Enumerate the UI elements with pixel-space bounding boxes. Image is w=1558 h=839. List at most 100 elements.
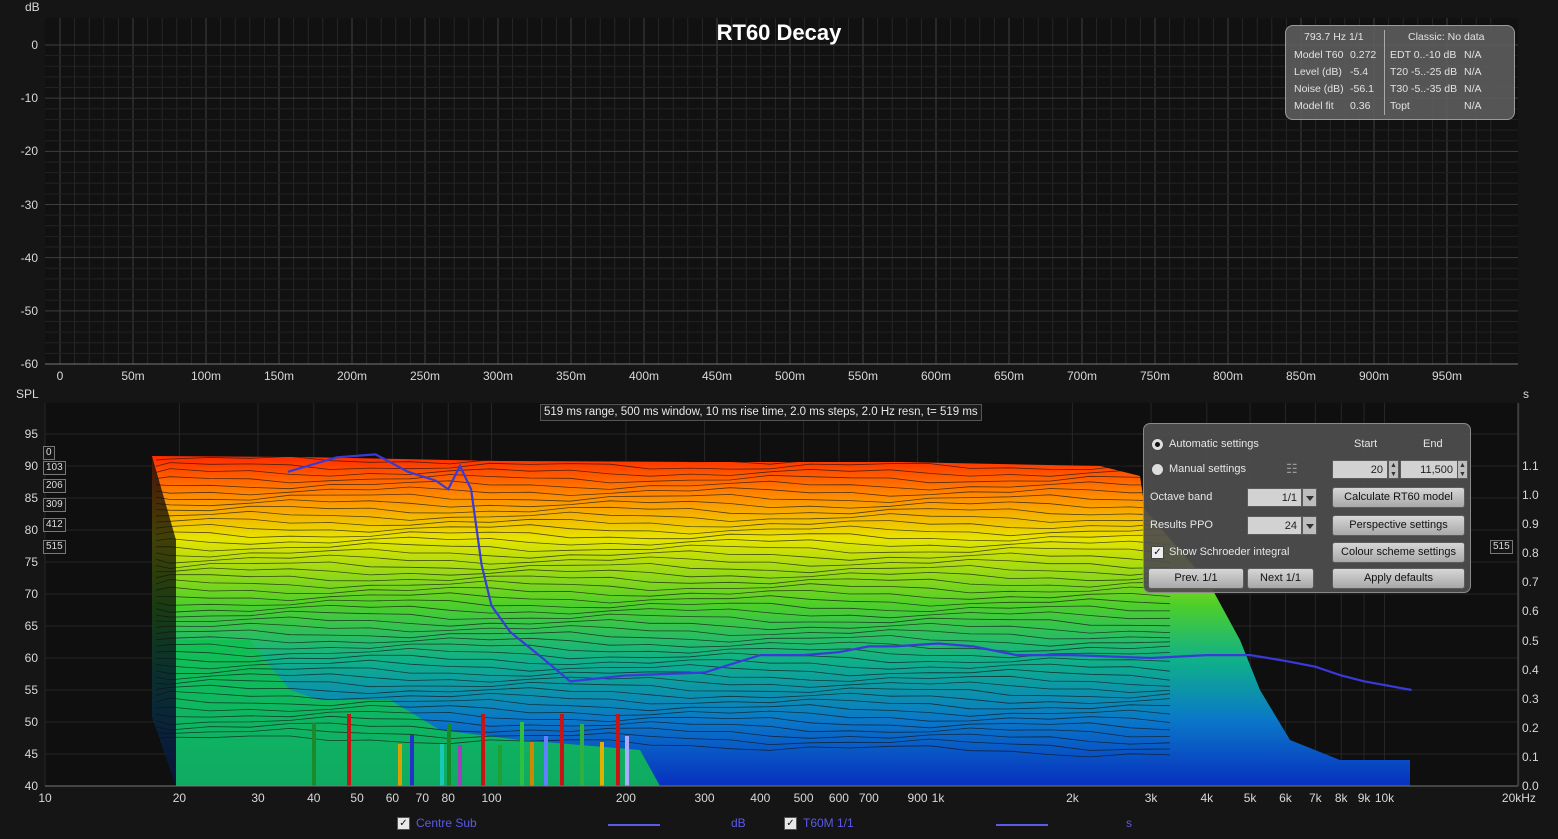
automatic-settings-radio[interactable] bbox=[1151, 438, 1164, 451]
top-y-tick-label: -20 bbox=[20, 144, 38, 159]
bottom-x-tick-label: 7k bbox=[1308, 791, 1322, 805]
waterfall-peak-bar bbox=[458, 745, 462, 786]
schroeder-checkbox[interactable]: ✓ bbox=[1151, 546, 1164, 559]
results-ppo-dropdown-icon[interactable] bbox=[1302, 516, 1317, 535]
bottom-x-tick-label: 600 bbox=[828, 791, 849, 805]
bottom-y-right-tick-label: 0.2 bbox=[1522, 720, 1539, 735]
waterfall-peak-bar bbox=[440, 744, 444, 786]
waterfall-peak-bar bbox=[600, 742, 604, 786]
waterfall-contour-line bbox=[155, 493, 1171, 503]
bottom-y-tick-label: 65 bbox=[24, 619, 38, 633]
bottom-y-tick-label: 80 bbox=[24, 523, 38, 537]
bottom-y-tick-label: 75 bbox=[24, 555, 38, 569]
waterfall-contour-line bbox=[155, 710, 1171, 731]
perspective-settings-button[interactable]: Perspective settings bbox=[1332, 515, 1465, 536]
top-y-tick-label: -40 bbox=[20, 250, 38, 265]
waterfall-peak-bar bbox=[447, 724, 451, 786]
waterfall-contour-line bbox=[155, 486, 1171, 497]
top-x-tick-label: 400m bbox=[628, 369, 660, 383]
octave-band-dropdown-icon[interactable] bbox=[1302, 488, 1317, 507]
bottom-x-tick-label: 40 bbox=[307, 791, 321, 805]
waterfall-contour-line bbox=[155, 629, 1171, 647]
top-x-tick-label: 700m bbox=[1066, 369, 1098, 383]
bottom-y-right-tick-label: 0.3 bbox=[1522, 691, 1539, 706]
octave-band-label: Octave band bbox=[1150, 491, 1213, 503]
end-spinner[interactable]: ▲ ▼ bbox=[1457, 460, 1468, 479]
waterfall-peak-bar bbox=[498, 745, 502, 786]
bottom-y-tick-label: 95 bbox=[24, 427, 38, 441]
apply-defaults-button[interactable]: Apply defaults bbox=[1332, 568, 1465, 589]
bottom-x-tick-label: 4k bbox=[1200, 791, 1214, 805]
info-row-label: Model T60 bbox=[1294, 49, 1344, 61]
bottom-x-tick-label: 2k bbox=[1066, 791, 1079, 805]
legend-unit-db: dB bbox=[731, 816, 746, 830]
legend-checkbox-t60m[interactable]: ✓ bbox=[784, 817, 797, 830]
next-band-button[interactable]: Next 1/1 bbox=[1247, 568, 1314, 589]
bottom-x-tick-label: 20 bbox=[172, 791, 187, 805]
top-x-tick-label: 650m bbox=[993, 369, 1025, 383]
top-x-tick-label: 750m bbox=[1139, 369, 1171, 383]
waterfall-contour-line bbox=[155, 697, 1171, 717]
prev-band-button[interactable]: Prev. 1/1 bbox=[1148, 568, 1244, 589]
start-frequency-field[interactable]: 20 bbox=[1332, 460, 1388, 479]
bottom-y-tick-label: 60 bbox=[24, 651, 38, 665]
depth-label-right: 515 bbox=[1490, 540, 1513, 554]
top-x-tick-label: 800m bbox=[1212, 369, 1244, 383]
end-frequency-field[interactable]: 11,500 bbox=[1400, 460, 1458, 479]
waterfall-peak-bar bbox=[520, 722, 524, 786]
results-ppo-label: Results PPO bbox=[1150, 519, 1213, 531]
bottom-x-tick-label: 500 bbox=[793, 791, 814, 805]
rt60-control-panel: Automatic settings Manual settings Start… bbox=[1143, 423, 1471, 593]
waterfall-contour-line bbox=[155, 690, 1171, 710]
sliders-icon[interactable]: ☷ bbox=[1286, 461, 1298, 476]
waterfall-peak-bar bbox=[347, 714, 351, 786]
top-y-unit: dB bbox=[25, 0, 40, 14]
depth-label: 0 bbox=[43, 446, 55, 460]
manual-settings-label: Manual settings bbox=[1169, 463, 1247, 475]
results-ppo-select[interactable]: 24 bbox=[1247, 516, 1302, 535]
manual-settings-radio[interactable] bbox=[1151, 463, 1164, 476]
waterfall-contour-line bbox=[155, 604, 1171, 620]
top-y-tick-label: -60 bbox=[20, 357, 38, 371]
waterfall-contour-line bbox=[155, 622, 1171, 640]
bottom-x-tick-label: 10k bbox=[1374, 791, 1395, 805]
info-row-label: Noise (dB) bbox=[1294, 83, 1344, 95]
waterfall-front-slice bbox=[176, 640, 660, 786]
info-row-value2: N/A bbox=[1464, 49, 1482, 61]
waterfall-contour-line bbox=[155, 715, 1171, 738]
info-row-label: Level (dB) bbox=[1294, 66, 1342, 78]
waterfall-contour-line bbox=[155, 518, 1171, 530]
bottom-y-tick-label: 70 bbox=[24, 587, 38, 601]
start-spinner[interactable]: ▲ ▼ bbox=[1388, 460, 1399, 479]
calculate-rt60-button[interactable]: Calculate RT60 model bbox=[1332, 487, 1465, 508]
waterfall-contour-line bbox=[155, 523, 1171, 537]
waterfall-contour-line bbox=[155, 474, 1171, 484]
bottom-y-right-tick-label: 1.1 bbox=[1522, 459, 1539, 473]
waterfall-contour-line bbox=[155, 468, 1171, 477]
bottom-x-tick-label: 50 bbox=[350, 791, 364, 805]
depth-label: 103 bbox=[43, 461, 66, 475]
legend-checkbox-centre-sub[interactable]: ✓ bbox=[397, 817, 410, 830]
rt60-info-box[interactable]: 793.7 Hz 1/1 Classic: No data Model T60 … bbox=[1285, 25, 1515, 120]
waterfall-contour-line bbox=[155, 667, 1171, 687]
automatic-settings-label: Automatic settings bbox=[1169, 438, 1259, 450]
legend-name-t60m: T60M 1/1 bbox=[803, 816, 854, 830]
range-info: 519 ms range, 500 ms window, 10 ms rise … bbox=[540, 404, 982, 421]
info-row-value2: N/A bbox=[1464, 100, 1482, 112]
waterfall-contour-line bbox=[155, 542, 1171, 555]
top-x-tick-label: 550m bbox=[847, 369, 879, 383]
bottom-y-right-tick-label: 0.1 bbox=[1522, 749, 1539, 764]
bottom-y-tick-label: 90 bbox=[24, 459, 38, 473]
waterfall-contour-line bbox=[155, 647, 1171, 664]
bottom-x-tick-label: 100 bbox=[481, 791, 502, 805]
bottom-x-tick-label: 8k bbox=[1334, 791, 1348, 805]
colour-scheme-button[interactable]: Colour scheme settings bbox=[1332, 542, 1465, 563]
depth-label: 309 bbox=[43, 498, 66, 512]
waterfall-peak-bar bbox=[481, 714, 485, 786]
waterfall-contour-line bbox=[155, 599, 1171, 613]
octave-band-select[interactable]: 1/1 bbox=[1247, 488, 1302, 507]
top-plot-area bbox=[45, 18, 1518, 364]
waterfall-contour-line bbox=[155, 727, 1171, 751]
bottom-x-tick-label: 200 bbox=[615, 791, 636, 805]
